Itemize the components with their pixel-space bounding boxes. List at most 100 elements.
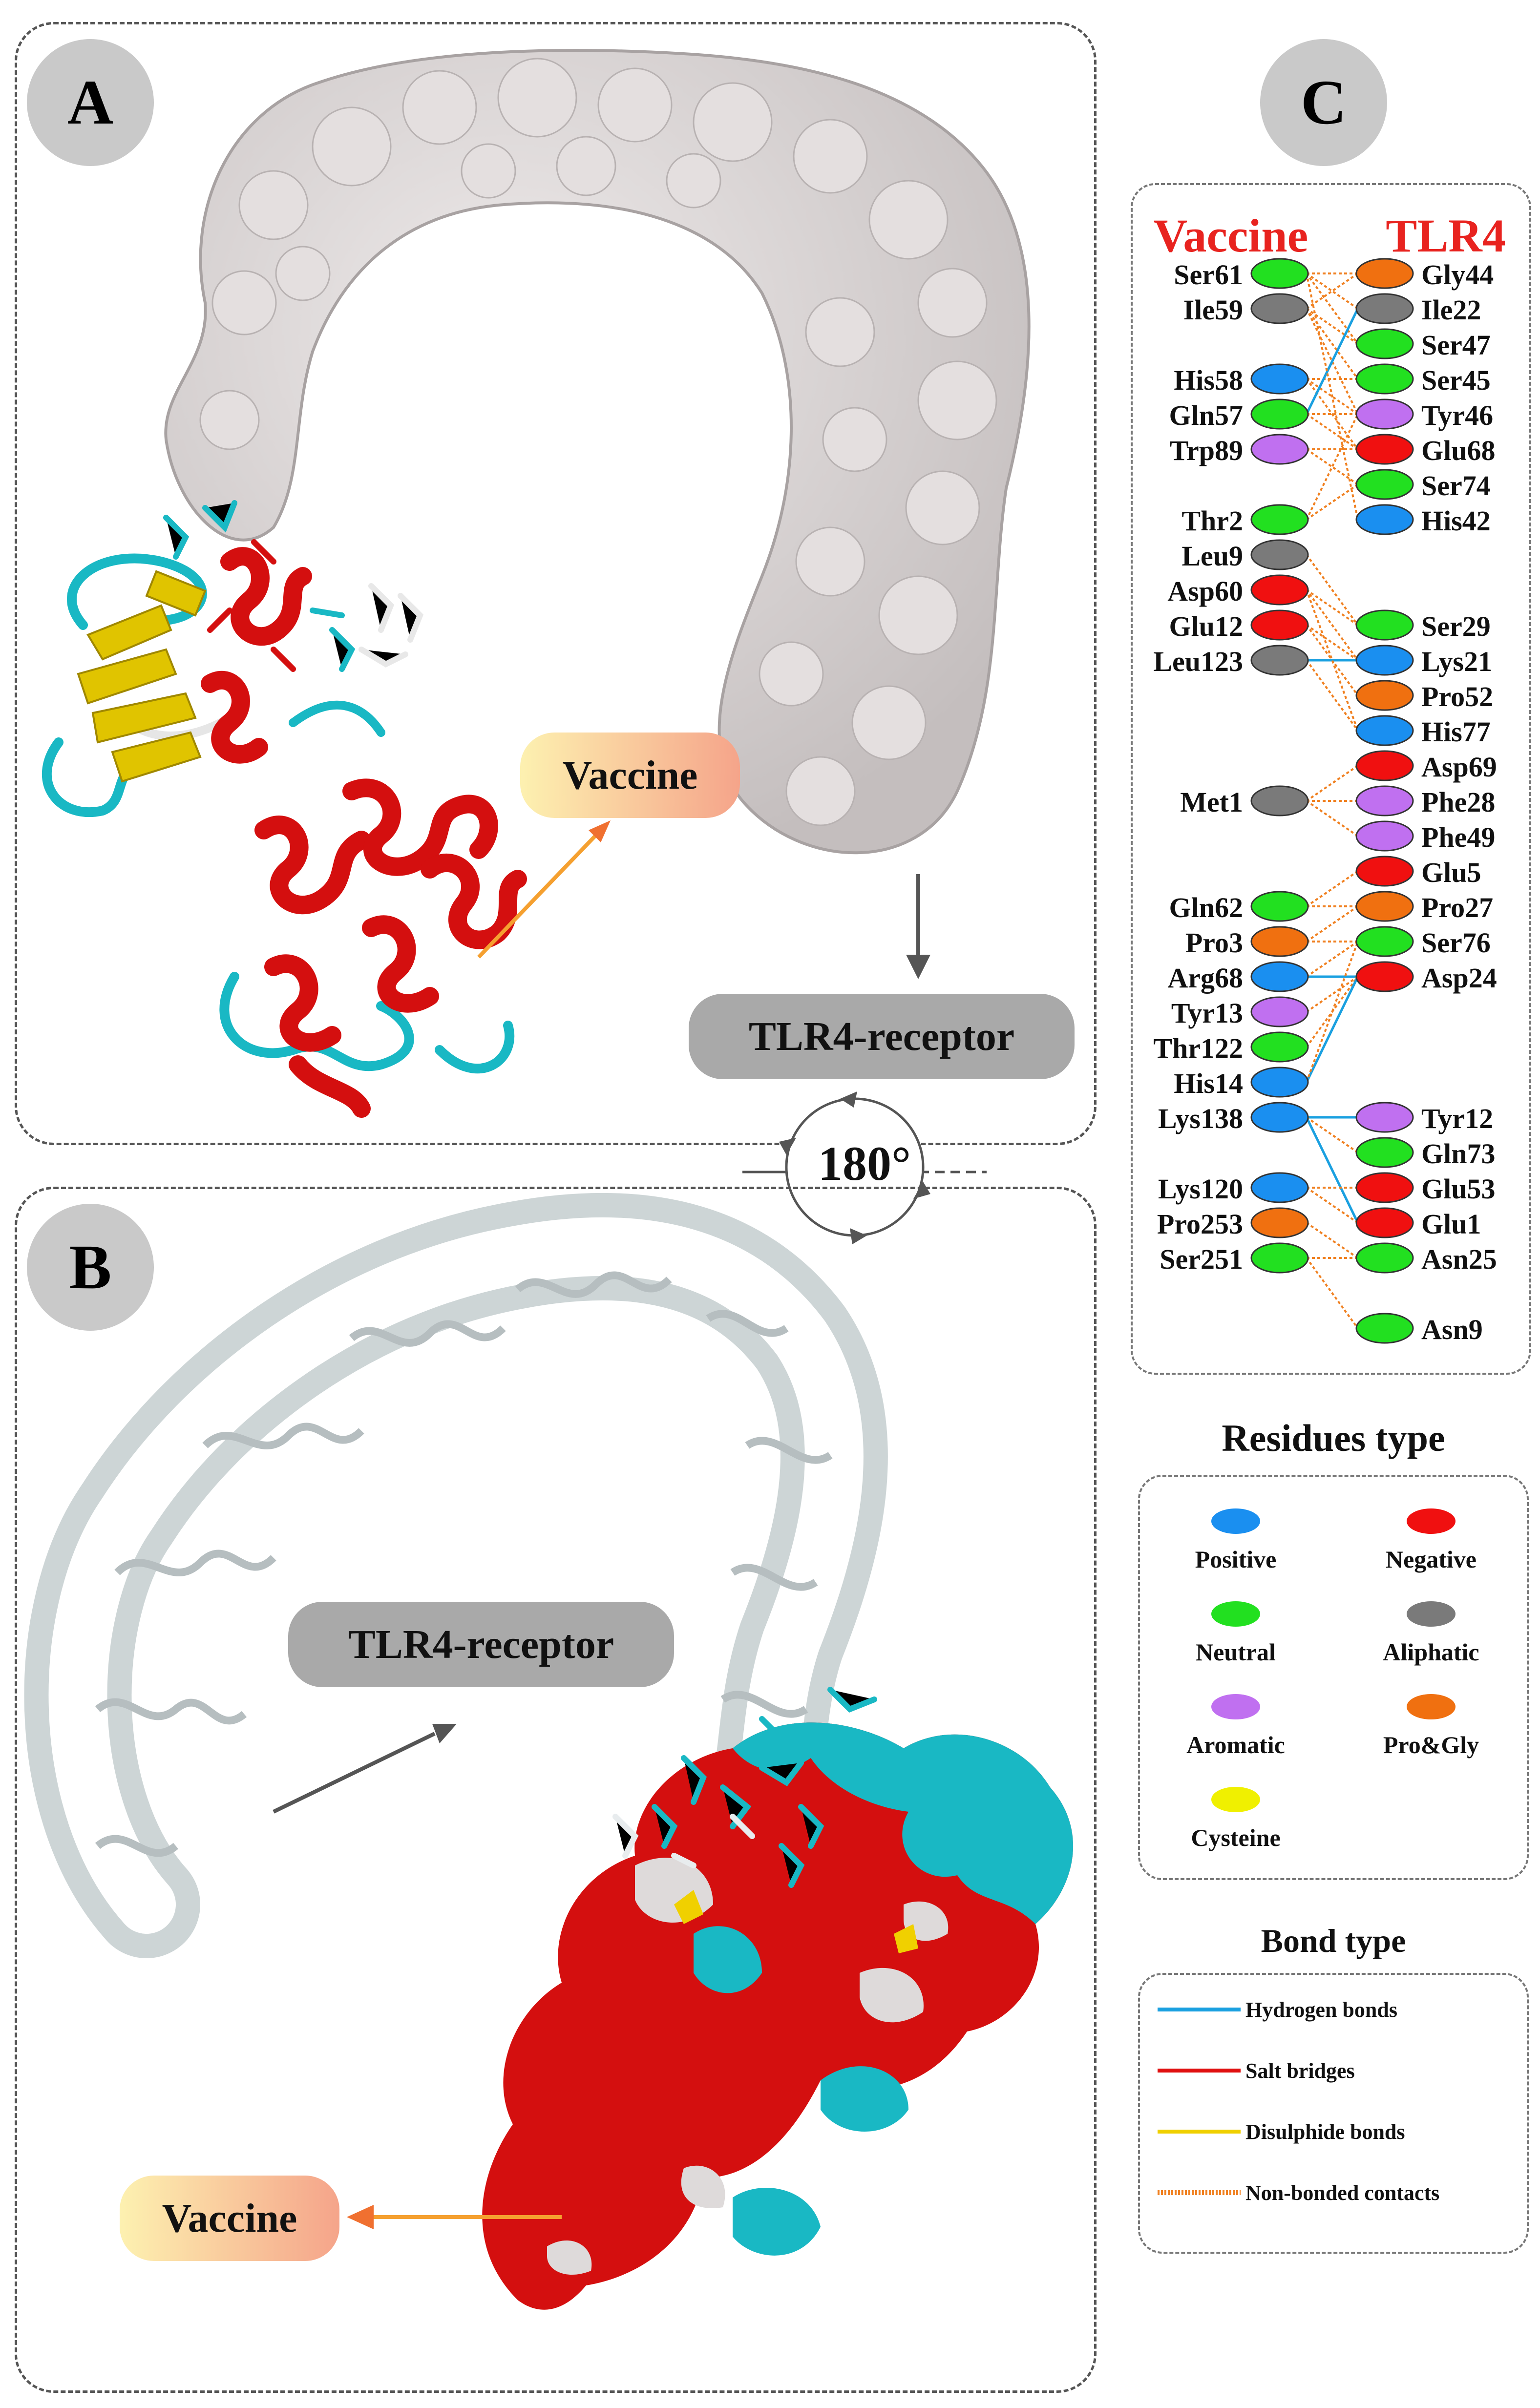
tlr4-residue-oval (1355, 926, 1414, 957)
vaccine-residue-label: Pro253 (1157, 1208, 1243, 1240)
bond-legend-label: Hydrogen bonds (1245, 1998, 1397, 2022)
vaccine-residue-oval (1250, 1242, 1309, 1274)
contact-line (1306, 1257, 1359, 1329)
panel-a-structure (42, 49, 1031, 1118)
tlr4-residue-oval (1355, 1313, 1414, 1344)
vaccine-residue-oval (1250, 293, 1309, 324)
rotation-label: 180° (818, 1136, 911, 1191)
positive-legend-swatch (1211, 1508, 1260, 1534)
tlr4-residue-oval (1355, 434, 1414, 465)
contact-line (1306, 765, 1359, 802)
vaccine-residue-oval (1250, 1102, 1309, 1133)
vaccine-label-b: Vaccine (120, 2176, 339, 2261)
cysteine-legend-label: Cysteine (1191, 1824, 1280, 1851)
tlr4-residue-oval (1355, 891, 1414, 922)
vaccine-residue-oval (1250, 258, 1309, 289)
vaccine-coil-3 (219, 972, 414, 1071)
contact-line (1306, 272, 1359, 345)
tlr4-residue-label: Glu53 (1421, 1173, 1496, 1205)
contact-line (1306, 800, 1359, 837)
vaccine-residue-label: Gln57 (1169, 399, 1244, 431)
contact-line (1306, 941, 1359, 1083)
bond-legend (1138, 1973, 1529, 2254)
tlr4-residue-label: Gln73 (1421, 1138, 1496, 1170)
vaccine-residue-label: Ser251 (1160, 1243, 1243, 1275)
tlr4-residue-label: Ser74 (1421, 470, 1491, 502)
panel-b-structure (24, 1193, 1074, 2310)
vaccine-residue-oval (1250, 1031, 1309, 1063)
contact-line (1306, 414, 1359, 520)
tlr4-residue-oval (1355, 609, 1414, 641)
tlr4-residue-oval (1355, 258, 1414, 289)
vaccine-residue-label: Ile59 (1183, 294, 1243, 326)
contact-line (1305, 976, 1359, 1083)
contact-line (1306, 483, 1359, 521)
vaccine-residue-label: Pro3 (1185, 927, 1243, 959)
positive-legend-label: Positive (1195, 1546, 1277, 1573)
contact-line (1306, 272, 1359, 310)
tlr4-residue-label: Gly44 (1421, 259, 1494, 291)
bond-legend-label: Disulphide bonds (1245, 2120, 1405, 2144)
tlr4-residue-oval (1355, 750, 1414, 781)
contact-line (1306, 308, 1359, 415)
residue-legend-items: Positive Negative Neutral Aliphatic Aromatic… (1186, 1508, 1479, 1851)
tlr4-header: TLR4 (1386, 209, 1505, 262)
progly-legend-swatch (1407, 1694, 1456, 1719)
bond-legend-label: Non-bonded contacts (1245, 2181, 1439, 2205)
contact-line (1306, 589, 1359, 626)
vaccine-header: Vaccine (1154, 209, 1308, 262)
vaccine-residue-label: Lys138 (1158, 1103, 1243, 1134)
vaccine-surface-b (482, 1722, 1074, 2310)
aromatic-legend-swatch (1211, 1694, 1260, 1719)
tlr4-residue-oval (1355, 504, 1414, 535)
contact-lines (1305, 272, 1359, 1329)
contact-line (1306, 554, 1359, 626)
vaccine-residue-label: Ser61 (1174, 259, 1243, 291)
contact-line (1306, 941, 1359, 978)
tlr4-residue-label: Ser45 (1421, 364, 1491, 396)
tlr4-residue-label: Tyr12 (1421, 1103, 1493, 1134)
aliphatic-legend-label: Aliphatic (1383, 1638, 1479, 1666)
vaccine-residue-oval (1250, 504, 1309, 535)
tlr4-residue-oval (1355, 363, 1414, 395)
tlr4-residue-oval (1355, 1242, 1414, 1274)
residue-legend (1138, 1475, 1529, 1880)
contact-line (1306, 624, 1359, 661)
tlr4-residue-label: Phe49 (1421, 821, 1495, 853)
tlr4-residue-oval (1355, 469, 1414, 500)
rotation-indicator (742, 1091, 987, 1244)
receptor-label-a: TLR4-receptor (689, 994, 1075, 1079)
negative-legend-swatch (1407, 1508, 1456, 1534)
tlr4-residue-label: Lys21 (1421, 646, 1492, 677)
tlr4-residue-label: Asn25 (1421, 1243, 1497, 1275)
receptor-arrow-b (273, 1732, 436, 1814)
vaccine-residue-label: Asp60 (1167, 575, 1243, 607)
tlr4-residue-oval (1355, 1207, 1414, 1238)
tlr4-residue-label: Phe28 (1421, 786, 1495, 818)
vaccine-residue-oval (1250, 645, 1309, 676)
tlr4-residue-oval (1355, 328, 1414, 359)
tlr4-residue-label: Ile22 (1421, 294, 1481, 326)
tlr4-residue-oval (1355, 715, 1414, 746)
panel-b (15, 1187, 1097, 2393)
neutral-legend-swatch (1211, 1601, 1260, 1627)
vaccine-residue-oval (1250, 926, 1309, 957)
tlr4-residue-label: Asn9 (1421, 1314, 1483, 1345)
panel-b-badge: B (27, 1204, 154, 1331)
vaccine-residue-label: Leu123 (1153, 646, 1243, 677)
tlr4-residue-oval (1355, 680, 1414, 711)
cysteine-legend-swatch (1211, 1787, 1260, 1812)
tlr4-residue-label: Ser76 (1421, 927, 1491, 959)
tlr4-residue-label: Asp24 (1421, 962, 1497, 994)
tlr4-residue-label: Ser47 (1421, 329, 1491, 361)
vaccine-residue-oval (1250, 1207, 1309, 1238)
tlr4-residue-label: Tyr46 (1421, 399, 1493, 431)
vaccine-coil-6 (289, 700, 385, 737)
residue-legend-title: Residues type (1222, 1417, 1445, 1459)
tlr4-residue-label: Glu5 (1421, 857, 1481, 888)
tlr4-residue-label: His42 (1421, 505, 1491, 537)
vaccine-residue-oval (1250, 1172, 1309, 1203)
negative-legend-label: Negative (1386, 1546, 1477, 1573)
tlr4-residue-label: Asp69 (1421, 751, 1497, 783)
